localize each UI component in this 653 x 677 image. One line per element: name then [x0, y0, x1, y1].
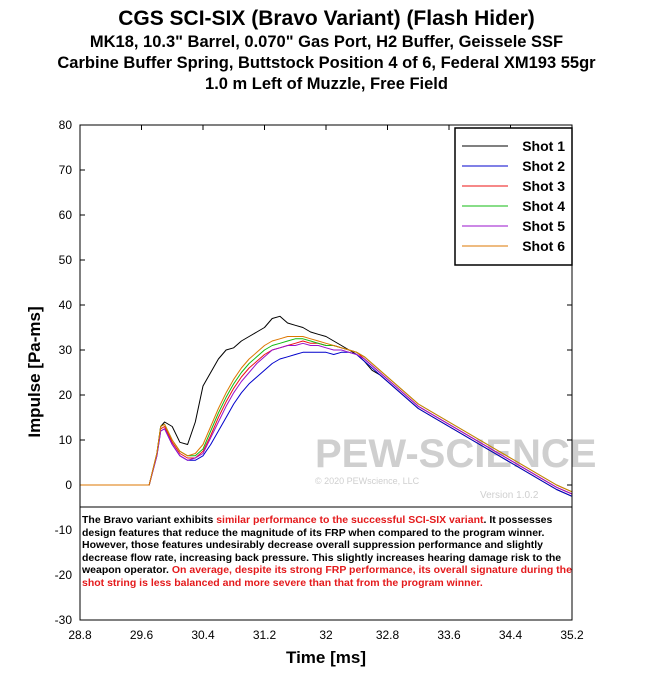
chart-title: CGS SCI-SIX (Bravo Variant) (Flash Hider… — [118, 7, 535, 30]
legend-label: Shot 3 — [522, 178, 565, 194]
legend-label: Shot 6 — [522, 238, 565, 254]
y-tick-label: 10 — [59, 433, 73, 447]
legend-label: Shot 5 — [522, 218, 565, 234]
y-tick-label: -30 — [55, 613, 73, 627]
x-tick-label: 32 — [319, 628, 333, 642]
y-tick-label: 80 — [59, 118, 73, 132]
x-tick-label: 34.4 — [499, 628, 523, 642]
legend-label: Shot 4 — [522, 198, 565, 214]
watermark-copyright: © 2020 PEWscience, LLC — [315, 476, 420, 486]
annotation-box — [79, 506, 573, 621]
legend: Shot 1 Shot 2 Shot 3 Shot 4 Shot 5 Shot 6 — [454, 127, 573, 266]
x-tick-label: 30.4 — [191, 628, 215, 642]
y-tick-label: 40 — [59, 298, 73, 312]
chart-subtitle-line-3: 1.0 m Left of Muzzle, Free Field — [205, 75, 448, 93]
annotation-text-part-2: . It possesses design features that redu… — [82, 514, 562, 577]
series-line-shot-2 — [80, 351, 573, 497]
chart-subtitle-line-1: MK18, 10.3" Barrel, 0.070" Gas Port, H2 … — [89, 33, 564, 51]
x-tick-label: 35.2 — [560, 628, 584, 642]
x-axis-title: Time [ms] — [286, 648, 366, 667]
x-tick-label: 32.8 — [376, 628, 400, 642]
y-tick-label: 30 — [59, 343, 73, 357]
y-tick-label: -10 — [55, 523, 73, 537]
y-tick-label: 70 — [59, 163, 73, 177]
legend-items: Shot 1 Shot 2 Shot 3 Shot 4 Shot 5 Shot 6 — [462, 138, 565, 254]
x-tick-label: 31.2 — [253, 628, 277, 642]
annotation-text-part-1: The Bravo variant exhibits — [82, 514, 217, 526]
y-tick-label: 60 — [59, 208, 73, 222]
chart-titles: CGS SCI-SIX (Bravo Variant) (Flash Hider… — [0, 6, 653, 95]
series-lines — [80, 315, 573, 497]
legend-label: Shot 2 — [522, 158, 565, 174]
watermark-version: Version 1.0.2 — [480, 490, 539, 501]
axis-ticks: 28.8 29.6 30.4 31.2 32 32.8 33.6 34.4 35.2 -30 -20… — [55, 118, 584, 642]
y-tick-label: 0 — [65, 478, 72, 492]
series-line-shot-6 — [80, 336, 573, 493]
chart-subtitle-line-2: Carbine Buffer Spring, Buttstock Positio… — [57, 54, 596, 72]
annotation-highlight-2: On average, despite its strong FRP perfo… — [82, 564, 572, 589]
watermark: PEW-SCIENCE © 2020 PEWscience, LLC Versi… — [315, 432, 596, 501]
annotation-highlight-1: similar performance to the successful SC… — [216, 514, 484, 526]
legend-box — [454, 127, 573, 266]
x-tick-label: 28.8 — [68, 628, 92, 642]
series-line-shot-5 — [80, 342, 573, 495]
y-tick-label: -20 — [55, 568, 73, 582]
y-tick-label: 20 — [59, 388, 73, 402]
y-tick-label: 50 — [59, 253, 73, 267]
legend-label: Shot 1 — [522, 138, 565, 154]
y-axis-title: Impulse [Pa-ms] — [25, 306, 44, 437]
annotation-text: The Bravo variant exhibits similar perfo… — [82, 514, 572, 590]
x-tick-label: 33.6 — [437, 628, 461, 642]
watermark-brand: PEW-SCIENCE — [315, 432, 596, 476]
x-tick-label: 29.6 — [130, 628, 154, 642]
